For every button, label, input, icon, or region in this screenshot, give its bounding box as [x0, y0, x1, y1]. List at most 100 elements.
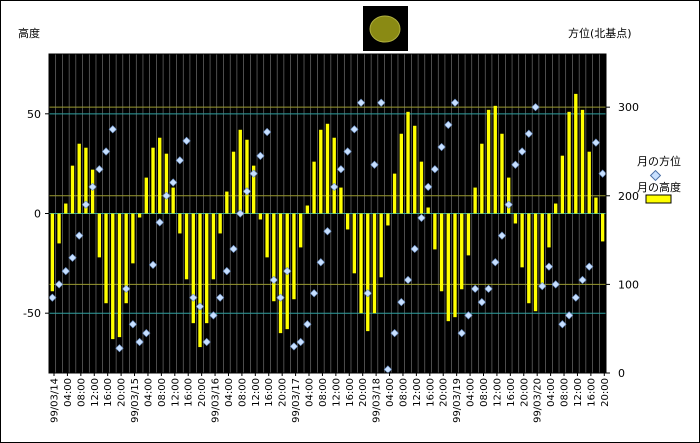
altitude-bar	[345, 213, 350, 230]
azimuth-point	[350, 125, 359, 134]
legend-label-altitude: 月の高度	[637, 180, 681, 194]
azimuth-point	[531, 103, 540, 112]
azimuth-point	[417, 213, 426, 223]
x-tick-label: 12:00	[331, 378, 342, 407]
azimuth-point	[471, 284, 480, 293]
altitude-bar	[218, 213, 222, 234]
altitude-bar	[171, 187, 175, 214]
azimuth-point	[303, 320, 312, 329]
altitude-bar	[184, 213, 189, 280]
altitude-bar	[238, 129, 242, 214]
azimuth-point	[477, 298, 486, 307]
altitude-bar	[231, 151, 236, 214]
azimuth-point	[437, 142, 446, 152]
altitude-bar	[399, 133, 403, 214]
azimuth-point	[216, 293, 225, 302]
x-tick-label: 12:00	[492, 378, 503, 407]
altitude-bar	[352, 213, 357, 274]
x-tick-label: 08:00	[157, 378, 168, 407]
right-tick-label: 300	[618, 101, 639, 114]
azimuth-point	[182, 136, 191, 145]
azimuth-point	[511, 160, 520, 169]
x-tick-label: 20:00	[278, 378, 289, 407]
x-tick-label: 99/03/18	[372, 378, 383, 423]
altitude-bar	[124, 213, 128, 304]
azimuth-point	[383, 365, 392, 374]
altitude-bar	[513, 213, 518, 224]
altitude-bar	[460, 213, 464, 290]
altitude-bar	[439, 213, 444, 292]
azimuth-point	[309, 289, 319, 298]
azimuth-point	[390, 329, 399, 338]
x-tick-label: 12:00	[573, 378, 584, 407]
legend-marker-altitude	[645, 194, 672, 204]
azimuth-point	[524, 129, 533, 138]
x-tick-label: 04:00	[63, 378, 74, 407]
azimuth-point	[88, 182, 97, 192]
altitude-bar	[278, 213, 283, 334]
azimuth-point	[551, 280, 560, 289]
altitude-bar	[507, 177, 511, 214]
x-tick-label: 16:00	[103, 378, 114, 407]
x-tick-label: 20:00	[519, 378, 530, 407]
x-tick-label: 20:00	[197, 378, 208, 407]
x-tick-label: 08:00	[318, 378, 329, 407]
right-axis-label: 方位(北基点)	[568, 26, 632, 40]
azimuth-point	[377, 98, 386, 107]
azimuth-point	[484, 284, 493, 293]
azimuth-point	[222, 266, 231, 276]
azimuth-point	[54, 280, 64, 289]
altitude-bar	[547, 213, 551, 248]
altitude-bar	[486, 109, 491, 214]
azimuth-point	[450, 98, 460, 107]
azimuth-point	[75, 231, 84, 240]
altitude-bar	[600, 213, 605, 242]
altitude-bar	[178, 213, 182, 234]
altitude-bar	[258, 213, 263, 220]
altitude-bar	[64, 203, 68, 214]
x-tick-label: 99/03/15	[130, 378, 141, 423]
altitude-bar	[413, 125, 417, 214]
altitude-bar	[527, 213, 531, 304]
azimuth-point	[148, 260, 158, 269]
x-tick-label: 99/03/20	[533, 378, 544, 423]
altitude-bar	[553, 203, 558, 214]
azimuth-point	[61, 266, 70, 276]
azimuth-point	[430, 165, 439, 174]
altitude-bar	[466, 213, 471, 256]
altitude-bar	[453, 213, 457, 318]
azimuth-point	[189, 293, 198, 302]
azimuth-point	[249, 169, 258, 178]
altitude-bar	[493, 105, 497, 214]
altitude-bar	[117, 213, 122, 338]
altitude-bar	[198, 213, 202, 348]
azimuth-point	[68, 253, 77, 262]
azimuth-point	[363, 289, 372, 298]
azimuth-point	[202, 337, 211, 347]
altitude-bar	[339, 187, 343, 214]
altitude-bar	[90, 169, 95, 214]
altitude-bar	[272, 213, 276, 302]
x-tick-label: 16:00	[425, 378, 436, 407]
azimuth-point	[598, 169, 607, 178]
x-tick-label: 08:00	[479, 378, 490, 407]
altitude-bar	[158, 137, 162, 214]
axes: 50 0 -50 300 200 100 0	[23, 53, 639, 380]
azimuth-point	[343, 147, 352, 156]
altitude-bar	[560, 155, 565, 214]
legend-marker-azimuth	[649, 169, 662, 182]
x-tick-label: 12:00	[170, 378, 181, 407]
altitude-bar	[366, 213, 370, 332]
altitude-bar	[70, 165, 75, 214]
azimuth-point	[175, 156, 184, 165]
altitude-bar	[265, 213, 269, 258]
left-tick-label: 50	[27, 108, 41, 121]
azimuth-point	[370, 160, 379, 169]
azimuth-point	[269, 275, 278, 285]
azimuth-point	[128, 320, 137, 329]
azimuth-point	[403, 275, 413, 285]
azimuth-point	[296, 337, 305, 347]
altitude-bar	[97, 213, 102, 258]
altitude-bar	[594, 197, 598, 214]
